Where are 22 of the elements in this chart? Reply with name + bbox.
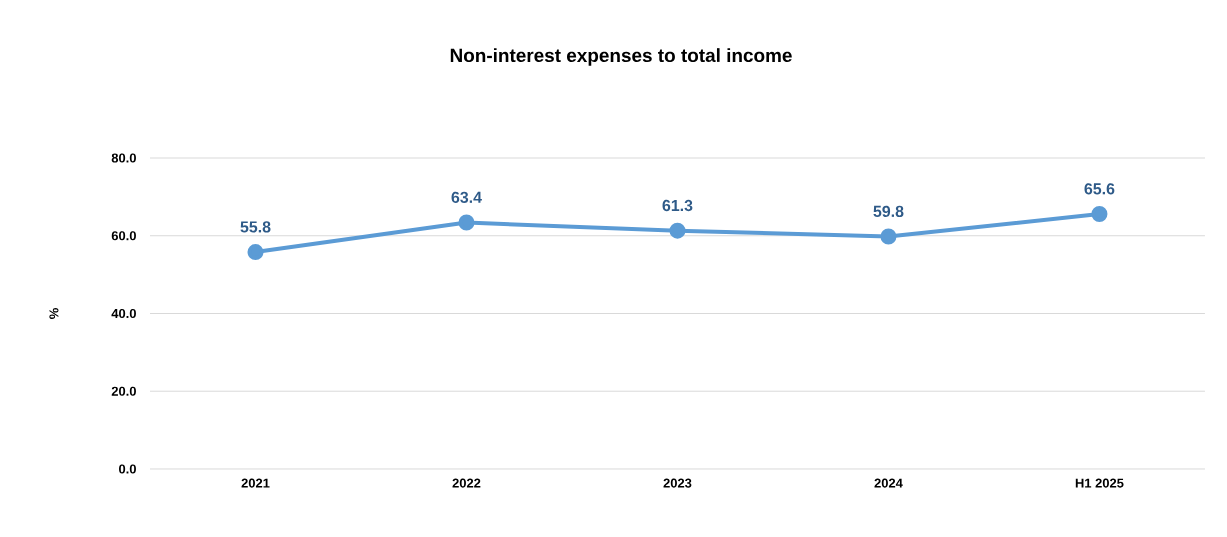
data-label: 59.8: [873, 205, 904, 217]
point: [1091, 205, 1108, 222]
data-label: 65.6: [1084, 183, 1115, 195]
data-label: 63.4: [451, 191, 482, 203]
point: [669, 222, 686, 239]
chart-title: Non-interest expenses to total income: [450, 48, 792, 66]
y-tick-label: 0.0: [119, 464, 136, 474]
x-tick-label: 2022: [452, 478, 481, 488]
y-tick-label: 40.0: [111, 308, 136, 319]
data-label: 61.3: [662, 199, 693, 212]
point: [880, 228, 897, 245]
point: [247, 244, 264, 261]
point: [458, 214, 475, 231]
y-axis-title: %: [49, 308, 59, 319]
y-tick-label: 20.0: [111, 386, 136, 396]
y-tick-label: 80.0: [111, 153, 136, 163]
x-tick-label: 2024: [874, 478, 903, 488]
y-tick-label: 60.0: [111, 231, 136, 241]
x-tick-label: 2021: [241, 478, 270, 488]
data-label: 55.8: [240, 221, 271, 233]
x-tick-label: 2023: [663, 478, 692, 488]
x-tick-label: H1 2025: [1075, 478, 1124, 488]
